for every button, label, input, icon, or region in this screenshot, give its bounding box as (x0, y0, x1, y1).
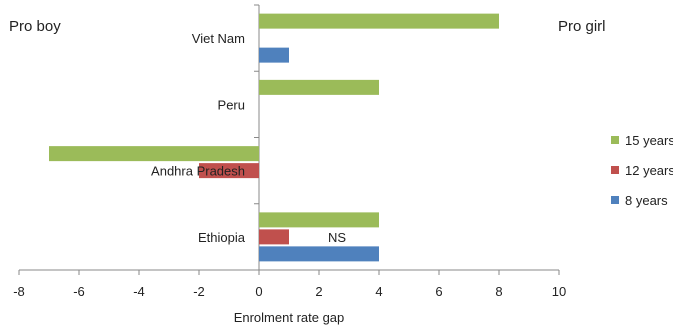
category-label: Viet Nam (192, 31, 245, 46)
x-tick-label: -2 (193, 284, 205, 299)
x-tick-label: -8 (13, 284, 25, 299)
category-label: Peru (218, 97, 245, 112)
legend-swatch (611, 136, 619, 144)
bar-andhra-pradesh-15-years (49, 146, 259, 162)
legend-swatch (611, 196, 619, 204)
x-tick-label: 0 (255, 284, 262, 299)
pro-girl-label: Pro girl (558, 18, 606, 35)
category-label: Andhra Pradesh (151, 164, 245, 179)
x-tick-label: 10 (552, 284, 566, 299)
x-tick-label: 6 (435, 284, 442, 299)
labels-layer: -8 -6 -4 -2 0 2 4 6 8 10 Viet Nam Peru Andhra Prades… (13, 31, 566, 299)
category-label: Ethiopia (198, 230, 246, 245)
bar-viet-nam-15-years (259, 13, 499, 29)
legend: 15 years 12 years 8 years (611, 133, 673, 208)
legend-label: 8 years (625, 193, 668, 208)
legend-label: 12 years (625, 163, 673, 178)
bar-ethiopia-12-years (259, 229, 289, 245)
x-tick-label: -6 (73, 284, 85, 299)
bar-viet-nam-8-years (259, 47, 289, 63)
bars-layer (49, 13, 499, 262)
x-tick-label: -4 (133, 284, 145, 299)
annotation-ns: NS (328, 230, 346, 245)
x-axis-title: Enrolment rate gap (234, 310, 345, 325)
x-tick-label: 4 (375, 284, 382, 299)
bar-ethiopia-8-years (259, 246, 379, 262)
legend-label: 15 years (625, 133, 673, 148)
x-tick-label: 2 (315, 284, 322, 299)
x-tick-label: 8 (495, 284, 502, 299)
pro-boy-label: Pro boy (9, 18, 61, 35)
bar-ethiopia-15-years (259, 212, 379, 228)
bar-andhra-pradesh-12-years (199, 163, 259, 179)
bar-peru-15-years (259, 79, 379, 95)
legend-swatch (611, 166, 619, 174)
